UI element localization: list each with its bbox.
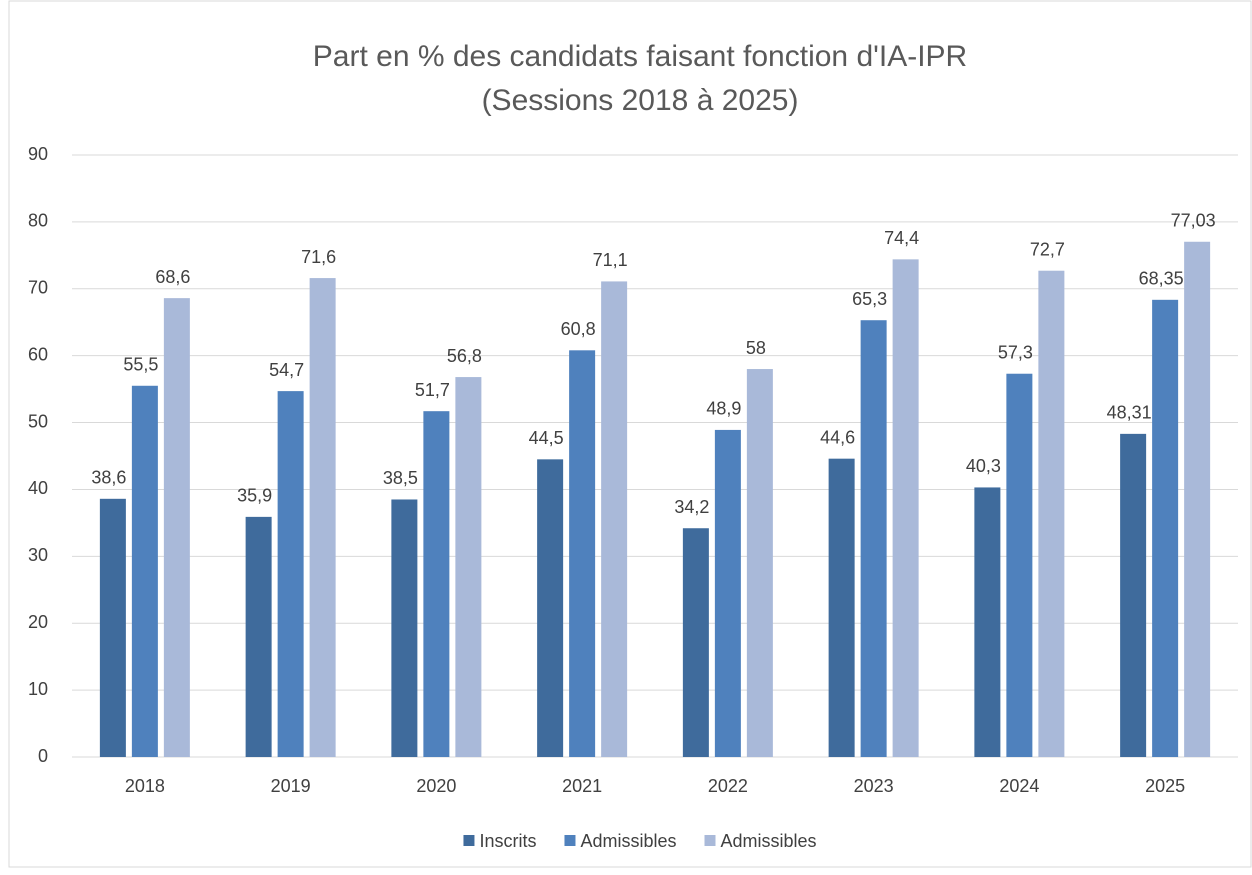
bar bbox=[682, 528, 709, 757]
y-tick-label: 80 bbox=[28, 211, 48, 231]
bar bbox=[131, 385, 158, 757]
data-label: 72,7 bbox=[1030, 239, 1065, 259]
data-label: 34,2 bbox=[674, 497, 709, 517]
legend-label: Admissibles bbox=[721, 831, 817, 851]
bar bbox=[974, 487, 1001, 757]
chart-subtitle: (Sessions 2018 à 2025) bbox=[482, 84, 799, 117]
data-label: 60,8 bbox=[561, 319, 596, 339]
bar bbox=[1120, 433, 1147, 757]
bar bbox=[569, 350, 596, 757]
data-label: 55,5 bbox=[123, 355, 158, 375]
bar bbox=[455, 377, 482, 757]
x-tick-label: 2025 bbox=[1145, 776, 1185, 796]
bar bbox=[99, 498, 126, 757]
bar bbox=[892, 259, 919, 757]
data-label: 71,6 bbox=[301, 247, 336, 267]
legend-swatch bbox=[704, 835, 716, 846]
bar bbox=[714, 429, 741, 757]
data-label: 40,3 bbox=[966, 456, 1001, 476]
x-tick-label: 2020 bbox=[416, 776, 456, 796]
data-label: 68,6 bbox=[155, 267, 190, 287]
chart-frame bbox=[8, 0, 1252, 868]
bar bbox=[601, 281, 628, 757]
data-label: 54,7 bbox=[269, 360, 304, 380]
data-label: 71,1 bbox=[593, 250, 628, 270]
x-tick-label: 2024 bbox=[999, 776, 1039, 796]
data-label: 68,35 bbox=[1139, 269, 1184, 289]
bar bbox=[828, 458, 855, 757]
data-label: 48,9 bbox=[706, 399, 741, 419]
data-label: 74,4 bbox=[884, 228, 919, 248]
data-label: 65,3 bbox=[852, 289, 887, 309]
chart-title: Part en % des candidats faisant fonction… bbox=[313, 40, 967, 73]
x-tick-label: 2023 bbox=[854, 776, 894, 796]
y-tick-label: 0 bbox=[38, 746, 48, 766]
bar bbox=[1184, 241, 1211, 757]
y-tick-label: 50 bbox=[28, 411, 48, 431]
y-tick-label: 10 bbox=[28, 679, 48, 699]
bar bbox=[860, 320, 887, 757]
data-label: 51,7 bbox=[415, 380, 450, 400]
y-tick-label: 90 bbox=[28, 144, 48, 164]
data-label: 58 bbox=[746, 338, 766, 358]
bar bbox=[746, 369, 773, 757]
y-tick-label: 40 bbox=[28, 478, 48, 498]
x-tick-label: 2018 bbox=[125, 776, 165, 796]
data-label: 57,3 bbox=[998, 342, 1033, 362]
bar bbox=[163, 298, 190, 757]
bar bbox=[537, 459, 564, 757]
data-label: 56,8 bbox=[447, 346, 482, 366]
legend-swatch bbox=[564, 835, 576, 846]
y-tick-label: 60 bbox=[28, 344, 48, 364]
data-label: 44,6 bbox=[820, 427, 855, 447]
bar bbox=[1006, 373, 1033, 757]
x-tick-label: 2022 bbox=[708, 776, 748, 796]
bar bbox=[1152, 299, 1179, 757]
data-label: 77,03 bbox=[1171, 211, 1216, 231]
bar bbox=[245, 516, 272, 757]
x-tick-label: 2019 bbox=[271, 776, 311, 796]
bar bbox=[391, 499, 418, 757]
data-label: 35,9 bbox=[237, 486, 272, 506]
legend-label: Admissibles bbox=[580, 831, 676, 851]
data-label: 48,31 bbox=[1107, 403, 1152, 423]
data-label: 38,5 bbox=[383, 468, 418, 488]
bar bbox=[309, 278, 336, 757]
y-tick-label: 30 bbox=[28, 545, 48, 565]
bar bbox=[423, 411, 450, 757]
bar bbox=[1038, 270, 1065, 757]
y-tick-label: 70 bbox=[28, 278, 48, 298]
data-label: 44,5 bbox=[529, 428, 564, 448]
legend-label: Inscrits bbox=[479, 831, 536, 851]
legend-swatch bbox=[463, 835, 475, 846]
x-tick-label: 2021 bbox=[562, 776, 602, 796]
y-tick-label: 20 bbox=[28, 612, 48, 632]
data-label: 38,6 bbox=[91, 468, 126, 488]
bar bbox=[277, 391, 304, 757]
